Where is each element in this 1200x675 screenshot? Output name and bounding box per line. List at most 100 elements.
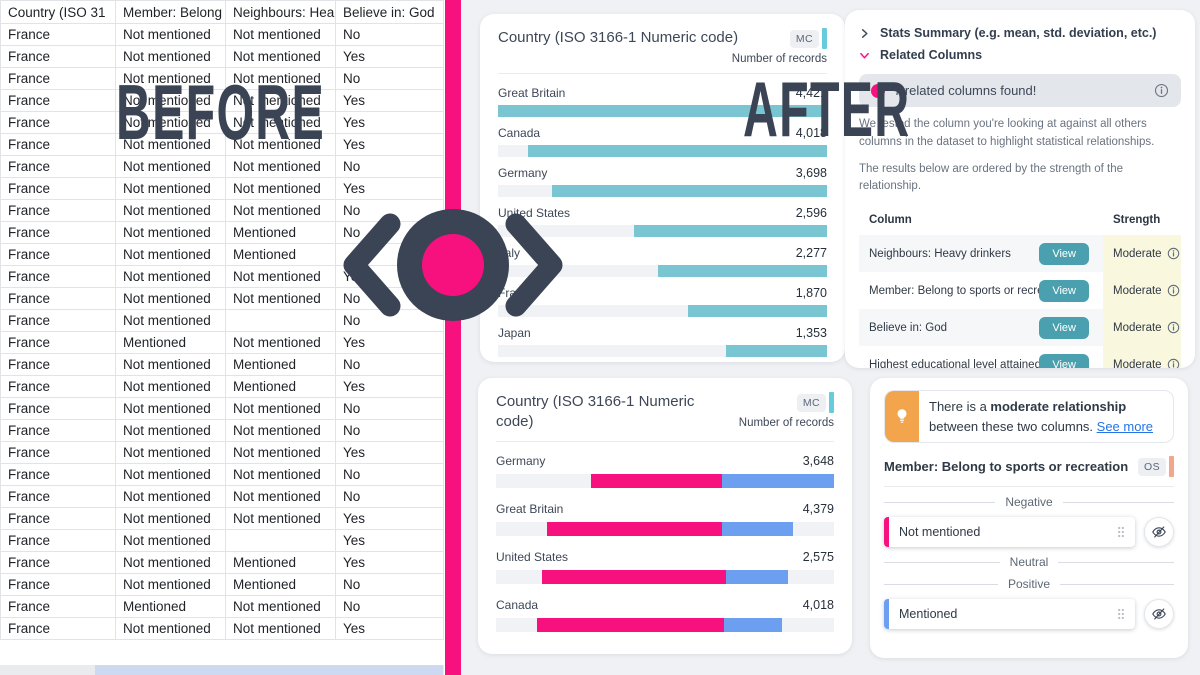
sheet-cell[interactable]: No	[335, 199, 444, 222]
sheet-cell[interactable]: No	[335, 573, 444, 596]
sheet-cell[interactable]: Not mentioned	[115, 529, 226, 552]
sheet-cell[interactable]: France	[0, 507, 116, 530]
sheet-cell[interactable]: France	[0, 265, 116, 288]
bar-fill[interactable]	[687, 305, 827, 317]
sheet-cell[interactable]: France	[0, 419, 116, 442]
bar-fill[interactable]	[657, 265, 827, 277]
sheet-cell[interactable]: Yes	[335, 375, 444, 398]
sheet-cell[interactable]: No	[335, 155, 444, 178]
sheet-cell[interactable]: France	[0, 133, 116, 156]
sheet-cell[interactable]: France	[0, 617, 116, 640]
sheet-cell[interactable]: Not mentioned	[225, 111, 336, 134]
bar-fill[interactable]	[633, 225, 827, 237]
sheet-cell[interactable]: No	[335, 419, 444, 442]
view-button[interactable]: View	[1039, 242, 1089, 265]
sheet-cell[interactable]: Not mentioned	[115, 243, 226, 266]
bar-fill[interactable]	[527, 145, 827, 157]
view-button[interactable]: View	[1039, 316, 1089, 339]
sheet-cell[interactable]: France	[0, 177, 116, 200]
sheet-cell[interactable]: Yes	[335, 617, 444, 640]
sheet-cell[interactable]: Mentioned	[225, 375, 336, 398]
sheet-cell[interactable]: Mentioned	[225, 573, 336, 596]
info-icon[interactable]	[1167, 284, 1180, 297]
drag-handle[interactable]	[1117, 526, 1125, 538]
bar-fill[interactable]	[551, 185, 827, 197]
stats-summary-accordion[interactable]: Stats Summary (e.g. mean, std. deviation…	[859, 22, 1181, 44]
sheet-cell[interactable]: Not mentioned	[115, 67, 226, 90]
sheet-cell[interactable]: Mentioned	[225, 551, 336, 574]
sheet-cell[interactable]: Not mentioned	[225, 485, 336, 508]
sheet-cell[interactable]: Not mentioned	[115, 89, 226, 112]
bar-segment-positive[interactable]	[725, 569, 789, 584]
sheet-cell[interactable]: France	[0, 529, 116, 552]
sheet-cell[interactable]: Yes	[335, 529, 444, 552]
sheet-cell[interactable]: France	[0, 397, 116, 420]
sheet-cell[interactable]: Not mentioned	[115, 551, 226, 574]
sheet-cell[interactable]: Not mentioned	[115, 419, 226, 442]
sheet-cell[interactable]: Yes	[335, 133, 444, 156]
sheet-cell[interactable]: No	[335, 595, 444, 618]
sheet-cell[interactable]: No	[335, 23, 444, 46]
bar-segment-negative[interactable]	[546, 521, 723, 536]
drag-handle[interactable]	[1117, 608, 1125, 620]
sheet-cell[interactable]: Mentioned	[225, 243, 336, 266]
bar-segment-negative[interactable]	[590, 473, 723, 488]
bar-segment-positive[interactable]	[722, 473, 834, 488]
sheet-cell[interactable]: France	[0, 353, 116, 376]
sheet-cell[interactable]: France	[0, 199, 116, 222]
see-more-link[interactable]: See more	[1096, 418, 1154, 434]
sheet-cell[interactable]: Not mentioned	[115, 463, 226, 486]
sheet-header-cell[interactable]: Country (ISO 31	[0, 0, 116, 24]
sheet-cell[interactable]: Not mentioned	[115, 397, 226, 420]
sheet-cell[interactable]: Not mentioned	[225, 463, 336, 486]
sheet-cell[interactable]: Not mentioned	[225, 23, 336, 46]
sheet-cell[interactable]: Not mentioned	[115, 23, 226, 46]
sheet-cell[interactable]: Not mentioned	[115, 441, 226, 464]
sheet-cell[interactable]: France	[0, 243, 116, 266]
sheet-cell[interactable]: Not mentioned	[115, 617, 226, 640]
sheet-cell[interactable]: France	[0, 155, 116, 178]
sheet-cell[interactable]: Not mentioned	[225, 177, 336, 200]
sheet-cell[interactable]: Not mentioned	[225, 331, 336, 354]
category-card[interactable]: Mentioned	[884, 599, 1135, 629]
info-icon[interactable]	[1167, 358, 1180, 368]
sheet-cell[interactable]: France	[0, 375, 116, 398]
sheet-cell[interactable]: Not mentioned	[115, 353, 226, 376]
related-columns-accordion[interactable]: Related Columns	[859, 44, 1181, 66]
sheet-cell[interactable]: No	[335, 309, 444, 332]
sheet-cell[interactable]: Not mentioned	[225, 45, 336, 68]
sheet-cell[interactable]: Not mentioned	[225, 595, 336, 618]
sheet-cell[interactable]: Not mentioned	[225, 67, 336, 90]
sheet-cell[interactable]: Not mentioned	[115, 177, 226, 200]
info-icon[interactable]	[1154, 83, 1169, 98]
category-card[interactable]: Not mentioned	[884, 517, 1135, 547]
info-icon[interactable]	[1167, 247, 1180, 260]
sheet-cell[interactable]: France	[0, 287, 116, 310]
sheet-cell[interactable]: France	[0, 111, 116, 134]
horizontal-scrollbar[interactable]	[0, 665, 444, 675]
sheet-cell[interactable]: France	[0, 331, 116, 354]
sheet-cell[interactable]: Not mentioned	[225, 287, 336, 310]
bar-fill[interactable]	[726, 345, 827, 357]
sheet-cell[interactable]: Not mentioned	[115, 507, 226, 530]
sheet-cell[interactable]: Yes	[335, 45, 444, 68]
bar-segment-positive[interactable]	[722, 521, 794, 536]
sheet-cell[interactable]: Not mentioned	[225, 199, 336, 222]
sheet-cell[interactable]: Yes	[335, 551, 444, 574]
sheet-cell[interactable]: No	[335, 67, 444, 90]
sheet-cell[interactable]: Not mentioned	[115, 485, 226, 508]
sheet-cell[interactable]: France	[0, 441, 116, 464]
sheet-cell[interactable]: Not mentioned	[115, 309, 226, 332]
sheet-cell[interactable]	[225, 529, 336, 552]
bar-segment-negative[interactable]	[541, 569, 726, 584]
bar-segment-negative[interactable]	[536, 617, 725, 632]
sheet-cell[interactable]: France	[0, 221, 116, 244]
sheet-cell[interactable]: France	[0, 67, 116, 90]
sheet-cell[interactable]: Not mentioned	[225, 155, 336, 178]
sheet-cell[interactable]: No	[335, 463, 444, 486]
sheet-cell[interactable]: Yes	[335, 89, 444, 112]
sheet-cell[interactable]: Not mentioned	[115, 155, 226, 178]
sheet-cell[interactable]: Yes	[335, 331, 444, 354]
sheet-cell[interactable]: Not mentioned	[115, 287, 226, 310]
sheet-header-cell[interactable]: Neighbours: Hea	[225, 0, 336, 24]
